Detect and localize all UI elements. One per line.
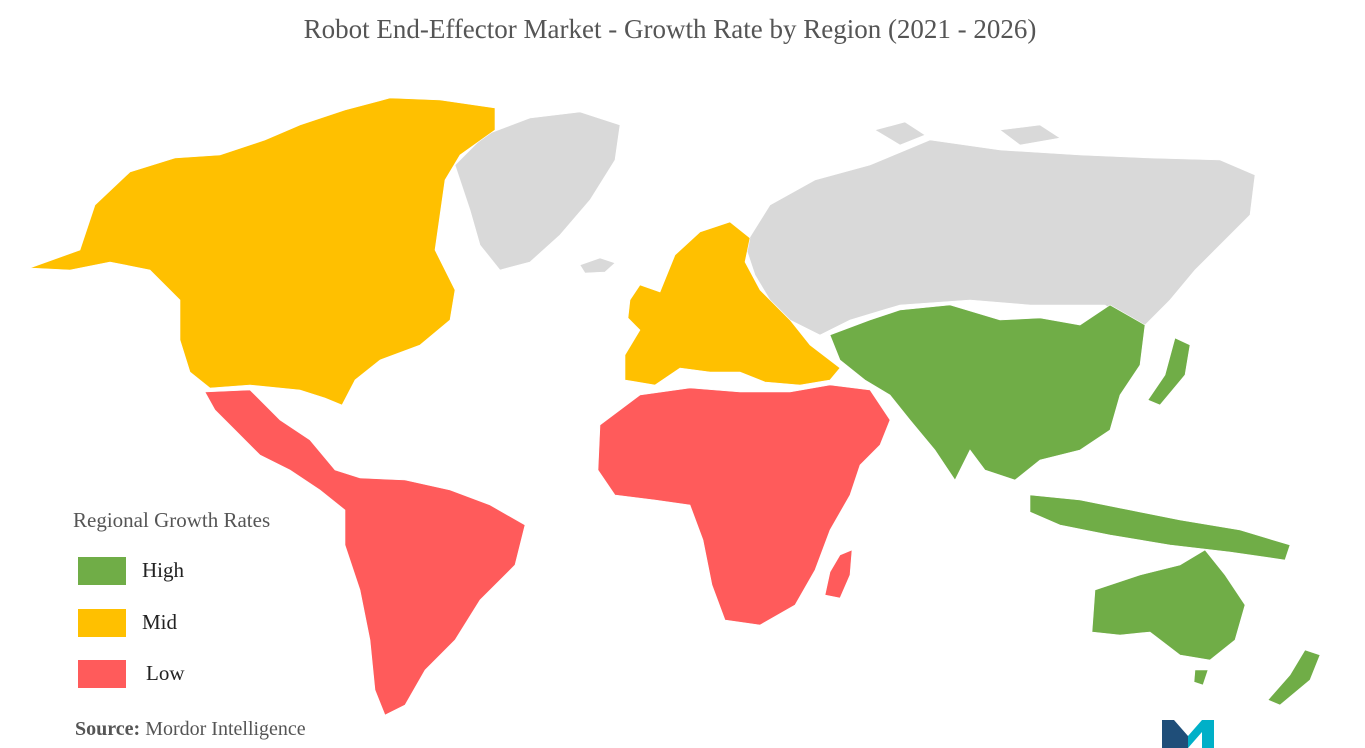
source-key: Source: [75,718,141,740]
region-tasmania [1193,669,1209,686]
legend-swatch-high [78,557,126,585]
legend-swatch-mid [78,609,126,637]
source-value: Mordor Intelligence [145,718,306,740]
legend-label-high: High [142,558,184,582]
region-arctic-islands [874,121,926,146]
region-north-america [29,97,496,406]
legend-swatch-low [78,660,126,688]
legend-label-low: Low [146,661,185,685]
region-middle-east-africa [597,384,891,626]
region-iceland [579,257,616,274]
legend-title: Regional Growth Rates [73,508,271,532]
region-madagascar [824,549,853,599]
region-europe [624,221,841,386]
source-note: Source: Mordor Intelligence [75,718,306,741]
region-russia [744,139,1256,336]
region-indonesia [1029,494,1291,561]
legend-label-mid: Mid [142,610,178,634]
region-arctic-islands-2 [999,124,1061,146]
region-asia-pacific [829,304,1146,481]
map-title: Robot End-Effector Market - Growth Rate … [303,14,1037,44]
mordor-intelligence-logo-icon [1162,720,1214,748]
region-australia [1091,549,1246,661]
region-japan [1147,337,1191,406]
region-greenland [454,111,621,271]
region-new-zealand [1267,649,1321,706]
region-latin-america [204,389,526,716]
